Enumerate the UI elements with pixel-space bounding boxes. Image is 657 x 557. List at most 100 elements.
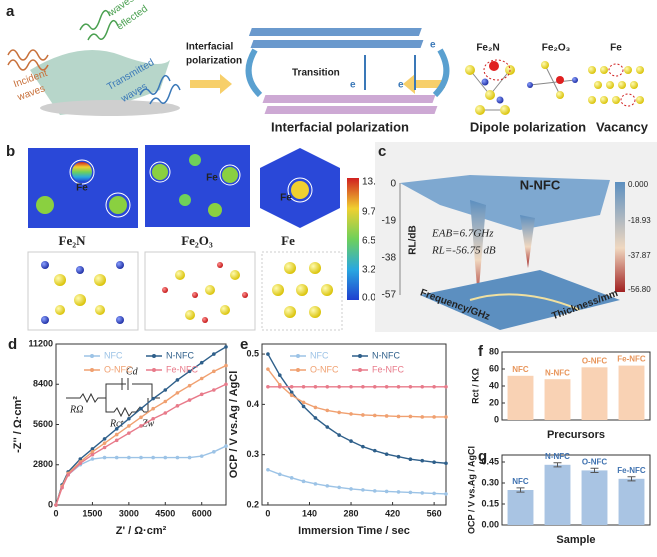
colorbar-label: -56.80	[628, 285, 651, 294]
point	[78, 457, 83, 461]
bar-label: NFC	[512, 477, 529, 486]
colorbar-label: 3.25	[362, 265, 382, 276]
point	[90, 447, 95, 451]
panel-b-art	[27, 145, 359, 331]
point	[432, 460, 436, 465]
y-tick-label: 8400	[33, 379, 53, 389]
panel-a-text: a Incident waves waves eflected Transmit…	[6, 0, 649, 134]
bar-label: NFC	[512, 365, 529, 374]
colorbar-label: -18.93	[628, 216, 651, 225]
point	[212, 450, 216, 454]
z-tick-label: -57	[382, 290, 397, 301]
bar-label: N-NFC	[545, 452, 570, 461]
series-line	[55, 383, 227, 506]
bar-label: O-NFC	[582, 356, 608, 365]
point	[289, 476, 294, 480]
point	[175, 391, 180, 395]
point	[224, 444, 228, 448]
z-axis-label: RL/dB	[408, 225, 419, 254]
point	[361, 488, 365, 492]
legend-label: NFC	[104, 350, 123, 360]
point	[212, 369, 216, 374]
atom-label: Fe	[76, 183, 88, 194]
point	[408, 414, 413, 419]
legend-marker	[90, 354, 94, 358]
error-bar	[553, 462, 562, 468]
point	[199, 376, 204, 381]
series-line	[55, 364, 227, 506]
point	[102, 441, 107, 445]
point	[420, 491, 425, 495]
point	[224, 363, 228, 368]
legend-label: O-NFC	[104, 364, 133, 374]
point	[127, 424, 131, 428]
point	[313, 416, 318, 420]
y-tick-label: 0	[494, 414, 499, 424]
panel-b-text: b Fe Fe Fe Fe₂N Fe₂O₃ Fe 13.00 9.75 6.50…	[6, 143, 387, 304]
bar	[544, 379, 571, 420]
structure-name: Fe₂N	[59, 233, 87, 248]
z-tick-label: 0	[390, 179, 396, 190]
bar	[544, 464, 571, 525]
point	[266, 367, 270, 371]
y-axis-label: -Z'' / Ω·cm²	[12, 396, 24, 453]
point	[301, 404, 306, 409]
y-tick-label: 0.30	[481, 477, 499, 487]
error-bar	[590, 467, 599, 473]
x-tick-label: 3000	[119, 508, 139, 518]
point	[313, 482, 318, 486]
panel-letter: a	[6, 3, 15, 20]
colorbar-label: 9.75	[362, 207, 382, 218]
point	[199, 392, 204, 397]
x-axis-label: Sample	[556, 534, 595, 546]
panel-letter: b	[6, 143, 15, 160]
atom-label: Fe	[206, 173, 218, 184]
point	[151, 416, 155, 421]
point	[408, 457, 413, 462]
y-tick-label: 40	[489, 380, 499, 390]
point	[372, 489, 377, 493]
point	[114, 438, 119, 443]
point	[212, 388, 216, 392]
legend-marker	[358, 368, 362, 372]
point	[187, 398, 192, 402]
point	[313, 384, 318, 389]
panel-letter: e	[240, 336, 248, 353]
point	[313, 405, 318, 410]
point	[444, 415, 448, 419]
x-tick-label: 4500	[155, 508, 175, 518]
point	[139, 406, 143, 411]
point	[151, 396, 155, 401]
y-tick-label: 2800	[33, 459, 53, 469]
electron-label: e	[350, 80, 356, 91]
point	[66, 473, 70, 477]
x-tick-label: 420	[385, 508, 400, 518]
bar-label: Fe-NFC	[617, 355, 646, 364]
panel-letter: f	[478, 343, 484, 360]
caption: Dipole polarization	[470, 119, 586, 134]
point	[384, 384, 389, 389]
y-tick-label: 0.00	[481, 519, 499, 529]
series-line	[267, 469, 447, 495]
circuit-label: Cd	[126, 366, 139, 377]
point	[432, 491, 436, 496]
z-tick-label: -19	[382, 216, 397, 227]
circuit-label: Rct	[109, 418, 124, 429]
point	[139, 415, 143, 420]
y-tick-label: 20	[489, 397, 499, 407]
y-axis-label: OCP / V vs.Ag / AgCl	[466, 446, 476, 534]
point	[163, 388, 168, 392]
caption: Vacancy	[596, 119, 649, 134]
point	[114, 427, 119, 431]
point	[337, 433, 341, 437]
point	[212, 352, 216, 356]
point	[102, 445, 107, 450]
y-tick-label: 0.45	[481, 456, 499, 466]
panel-c-art	[375, 142, 657, 332]
point	[90, 450, 95, 454]
point	[349, 412, 353, 416]
point	[175, 455, 180, 460]
point	[361, 413, 365, 417]
x-axis-label: Z' / Ω·cm²	[116, 525, 167, 537]
